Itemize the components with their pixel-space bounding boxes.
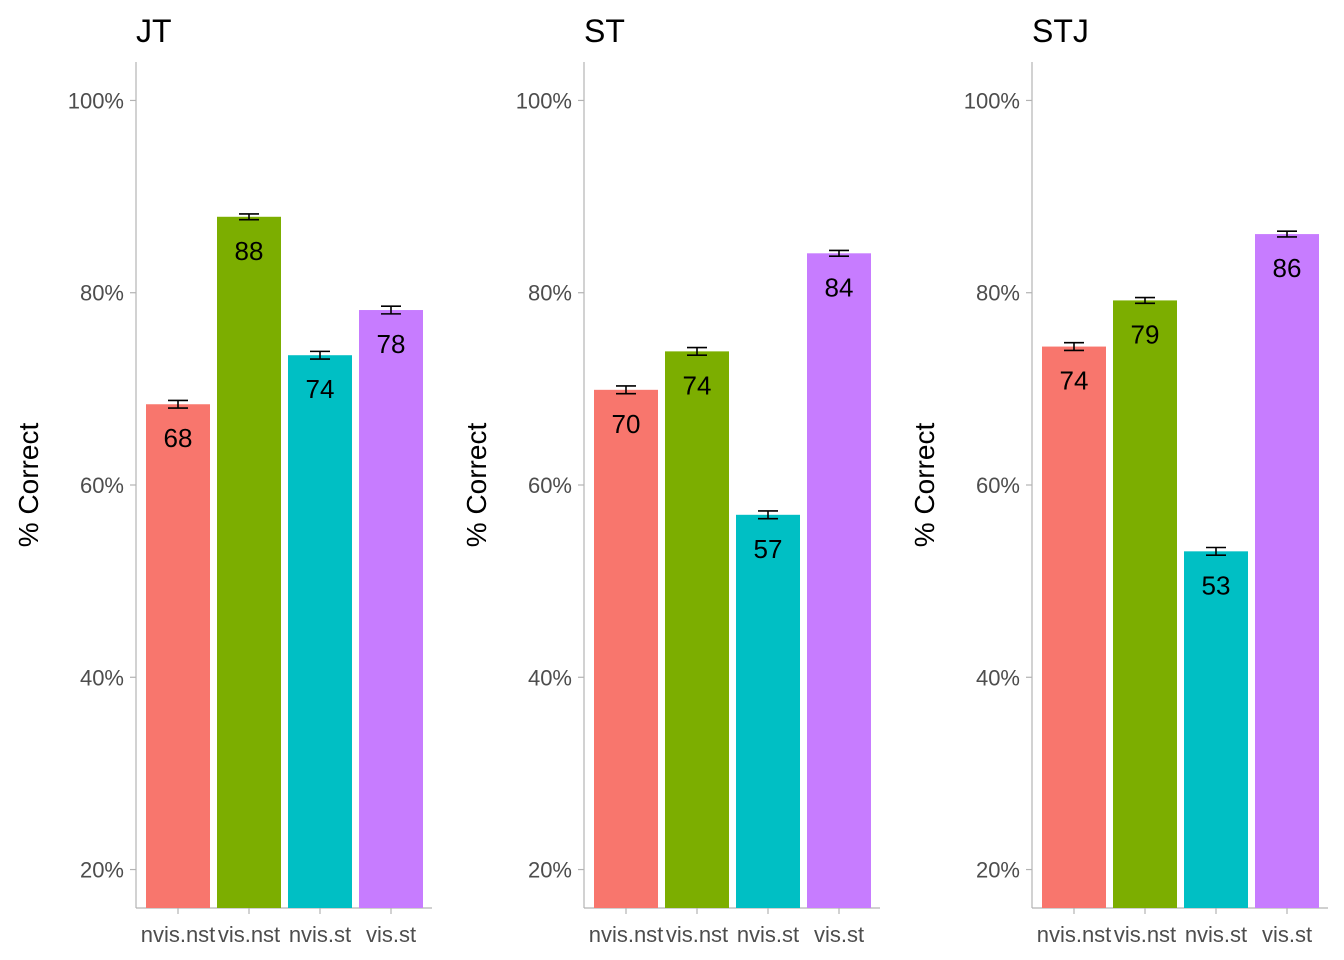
y-tick-label: 40% <box>80 665 124 690</box>
bar-nvis.st <box>288 355 352 908</box>
x-tick-label: nvis.nst <box>1037 922 1112 947</box>
bar-value-label: 57 <box>754 534 783 564</box>
x-tick-label: vis.st <box>1262 922 1312 947</box>
bar-nvis.nst <box>594 389 658 908</box>
y-axis-label: % Correct <box>13 423 44 548</box>
x-tick-label: vis.nst <box>218 922 280 947</box>
x-tick-label: vis.nst <box>1114 922 1176 947</box>
bar-value-label: 74 <box>683 370 712 400</box>
y-tick-label: 40% <box>528 665 572 690</box>
bar-value-label: 70 <box>612 409 641 439</box>
x-tick-label: vis.st <box>366 922 416 947</box>
y-axis-label: % Correct <box>461 423 492 548</box>
y-tick-label: 80% <box>80 281 124 306</box>
bar-value-label: 53 <box>1202 570 1231 600</box>
x-tick-label: nvis.st <box>737 922 799 947</box>
bar-vis.st <box>807 253 871 908</box>
y-tick-label: 40% <box>976 665 1020 690</box>
bar-nvis.nst <box>146 404 210 908</box>
y-tick-label: 20% <box>528 858 572 883</box>
y-tick-label: 60% <box>80 473 124 498</box>
y-tick-label: 60% <box>528 473 572 498</box>
bar-nvis.st <box>736 514 800 908</box>
bar-value-label: 68 <box>164 423 193 453</box>
panel-title: JT <box>136 13 172 49</box>
bar-value-label: 84 <box>825 272 854 302</box>
y-axis-label: % Correct <box>909 423 940 548</box>
bar-vis.nst <box>217 216 281 908</box>
x-tick-label: nvis.st <box>1185 922 1247 947</box>
panel-title: STJ <box>1032 13 1089 49</box>
bar-vis.st <box>359 310 423 908</box>
y-tick-label: 100% <box>516 88 572 113</box>
y-tick-label: 20% <box>80 858 124 883</box>
bar-nvis.st <box>1184 551 1248 908</box>
bar-vis.nst <box>1113 300 1177 908</box>
bar-value-label: 78 <box>377 329 406 359</box>
x-tick-label: nvis.nst <box>589 922 664 947</box>
x-tick-label: vis.nst <box>666 922 728 947</box>
y-tick-label: 100% <box>68 88 124 113</box>
x-tick-label: nvis.nst <box>141 922 216 947</box>
y-tick-label: 100% <box>964 88 1020 113</box>
bar-vis.nst <box>665 351 729 908</box>
x-tick-label: vis.st <box>814 922 864 947</box>
x-tick-label: nvis.st <box>289 922 351 947</box>
y-tick-label: 80% <box>528 281 572 306</box>
bar-value-label: 74 <box>306 374 335 404</box>
bar-value-label: 79 <box>1131 319 1160 349</box>
bar-value-label: 88 <box>235 236 264 266</box>
bar-value-label: 74 <box>1060 366 1089 396</box>
y-tick-label: 60% <box>976 473 1020 498</box>
panel-title: ST <box>584 13 625 49</box>
bar-nvis.nst <box>1042 346 1106 909</box>
bar-value-label: 86 <box>1273 253 1302 283</box>
y-tick-label: 80% <box>976 281 1020 306</box>
bar-vis.st <box>1255 234 1319 908</box>
y-tick-label: 20% <box>976 858 1020 883</box>
